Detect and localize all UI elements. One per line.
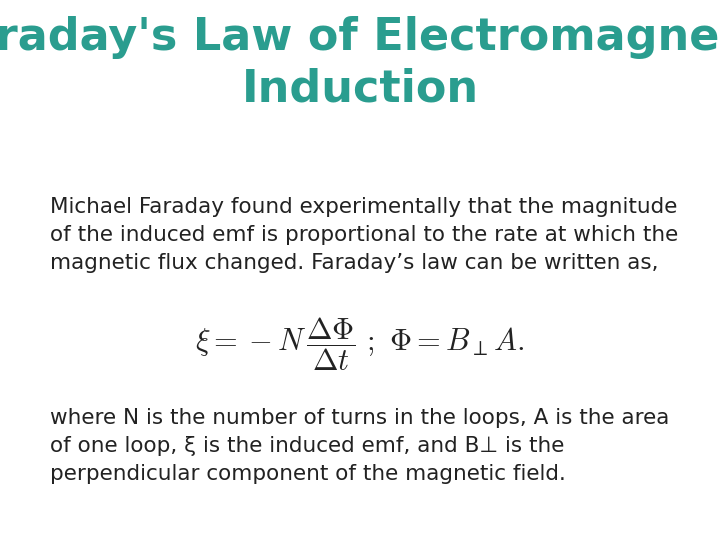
Text: $\xi = -N\,\dfrac{\Delta\Phi}{\Delta t}\ ;\ \Phi = B_{\perp}A.$: $\xi = -N\,\dfrac{\Delta\Phi}{\Delta t}\… bbox=[195, 316, 525, 374]
Text: Michael Faraday found experimentally that the magnitude
of the induced emf is pr: Michael Faraday found experimentally tha… bbox=[50, 197, 679, 273]
Text: where N is the number of turns in the loops, A is the area
of one loop, ξ is the: where N is the number of turns in the lo… bbox=[50, 408, 670, 484]
Text: Faraday's Law of Electromagnetic
Induction: Faraday's Law of Electromagnetic Inducti… bbox=[0, 16, 720, 111]
